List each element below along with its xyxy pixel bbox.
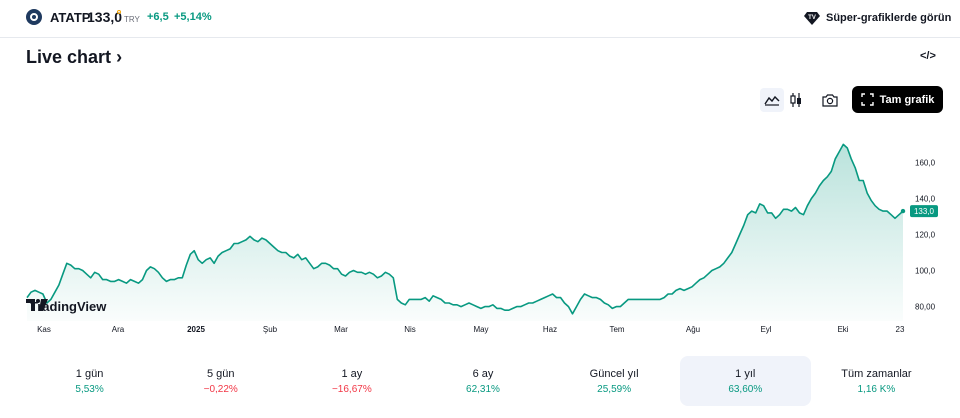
x-tick-label: Kas: [37, 325, 51, 334]
y-tick-label: 140,0: [915, 194, 936, 203]
y-tick-label: 120,0: [915, 231, 936, 240]
symbol-change-percent: +5,14%: [174, 11, 212, 23]
candles-button[interactable]: [784, 88, 808, 112]
tradingview-logo-icon: [26, 299, 48, 311]
range-tabs: 1 gün 5,53% 5 gün −0,22% 1 ay −16,67% 6 ay 62,3…: [24, 356, 942, 406]
x-tick-label: Nis: [404, 325, 416, 334]
range-tab[interactable]: 1 gün 5,53%: [24, 356, 155, 406]
range-tab[interactable]: Güncel yıl 25,59%: [549, 356, 680, 406]
screenshot-button[interactable]: [818, 88, 842, 112]
svg-text:TV: TV: [808, 15, 816, 21]
price-area-fill: [27, 144, 903, 321]
range-tab-value: 63,60%: [728, 384, 762, 395]
full-chart-button[interactable]: Tam grafik: [852, 86, 943, 113]
price-chart[interactable]: Kas Ara 2025 Şub Mar Nis May Haz Tem Ağu Eyl Eki 23 …: [0, 118, 960, 340]
symbol-currency: TRY: [124, 15, 140, 24]
embed-code-icon[interactable]: </>: [920, 50, 938, 64]
symbol-ticker[interactable]: ATATP: [50, 10, 90, 25]
symbol-change: +6,5: [147, 11, 169, 23]
area-chart-button[interactable]: [760, 88, 784, 112]
range-tab-value: −0,22%: [204, 384, 238, 395]
last-price-label: 133,0: [914, 207, 935, 216]
chart-toolbar: [760, 88, 842, 112]
x-tick-label: Mar: [334, 325, 348, 334]
range-tab-label: 1 ay: [341, 368, 362, 380]
range-tab-value: 5,53%: [75, 384, 103, 395]
tradingview-logo[interactable]: TradingView: [26, 299, 106, 314]
chevron-right-icon: ›: [116, 47, 122, 67]
range-tab-label: 6 ay: [473, 368, 494, 380]
last-price-point: [901, 209, 905, 213]
header-bar: ATATP 133,0 TRY +6,5 +5,14% TV Süper-gra…: [0, 0, 960, 38]
range-tab-value: 1,16 K%: [858, 384, 896, 395]
area-chart-icon: [764, 94, 780, 106]
x-tick-label: 2025: [187, 325, 205, 334]
x-tick-label: Ara: [112, 325, 125, 334]
price-chart-svg[interactable]: Kas Ara 2025 Şub Mar Nis May Haz Tem Ağu Eyl Eki 23 …: [0, 118, 960, 340]
x-tick-label: Eyl: [760, 325, 771, 334]
page-title[interactable]: Live chart ›: [26, 47, 122, 68]
page-title-text: Live chart: [26, 47, 111, 67]
range-tab-label: 1 gün: [76, 368, 104, 380]
x-tick-label: Tem: [609, 325, 624, 334]
fullscreen-icon: [861, 93, 874, 106]
super-charts-label: Süper-grafiklerde görün: [826, 12, 951, 24]
diamond-icon: TV: [804, 10, 820, 26]
range-tab[interactable]: 6 ay 62,31%: [417, 356, 548, 406]
x-tick-label: 23: [896, 325, 905, 334]
super-charts-button[interactable]: TV Süper-grafiklerde görün: [804, 8, 951, 28]
symbol-logo: [26, 9, 42, 25]
y-tick-label: 100,0: [915, 267, 936, 276]
range-tab-label: Güncel yıl: [590, 368, 639, 380]
range-tab-value: −16,67%: [332, 384, 372, 395]
camera-icon: [822, 94, 838, 107]
y-tick-label: 80,00: [915, 303, 936, 312]
x-tick-label: Haz: [543, 325, 557, 334]
range-tab-label: Tüm zamanlar: [841, 368, 911, 380]
range-tab-value: 25,59%: [597, 384, 631, 395]
range-tab[interactable]: 1 ay −16,67%: [286, 356, 417, 406]
market-status-icon: [117, 10, 121, 14]
y-tick-label: 160,0: [915, 158, 936, 167]
range-tab[interactable]: Tüm zamanlar 1,16 K%: [811, 356, 942, 406]
x-tick-label: May: [473, 325, 488, 334]
range-tab-label: 1 yıl: [735, 368, 755, 380]
full-chart-label: Tam grafik: [880, 94, 935, 106]
x-tick-label: Şub: [263, 325, 278, 334]
range-tab-label: 5 gün: [207, 368, 235, 380]
range-tab[interactable]: 1 yıl 63,60%: [680, 356, 811, 406]
range-tab-value: 62,31%: [466, 384, 500, 395]
candles-icon: [789, 92, 803, 108]
range-tab[interactable]: 5 gün −0,22%: [155, 356, 286, 406]
x-tick-label: Eki: [837, 325, 848, 334]
x-tick-label: Ağu: [686, 325, 700, 334]
